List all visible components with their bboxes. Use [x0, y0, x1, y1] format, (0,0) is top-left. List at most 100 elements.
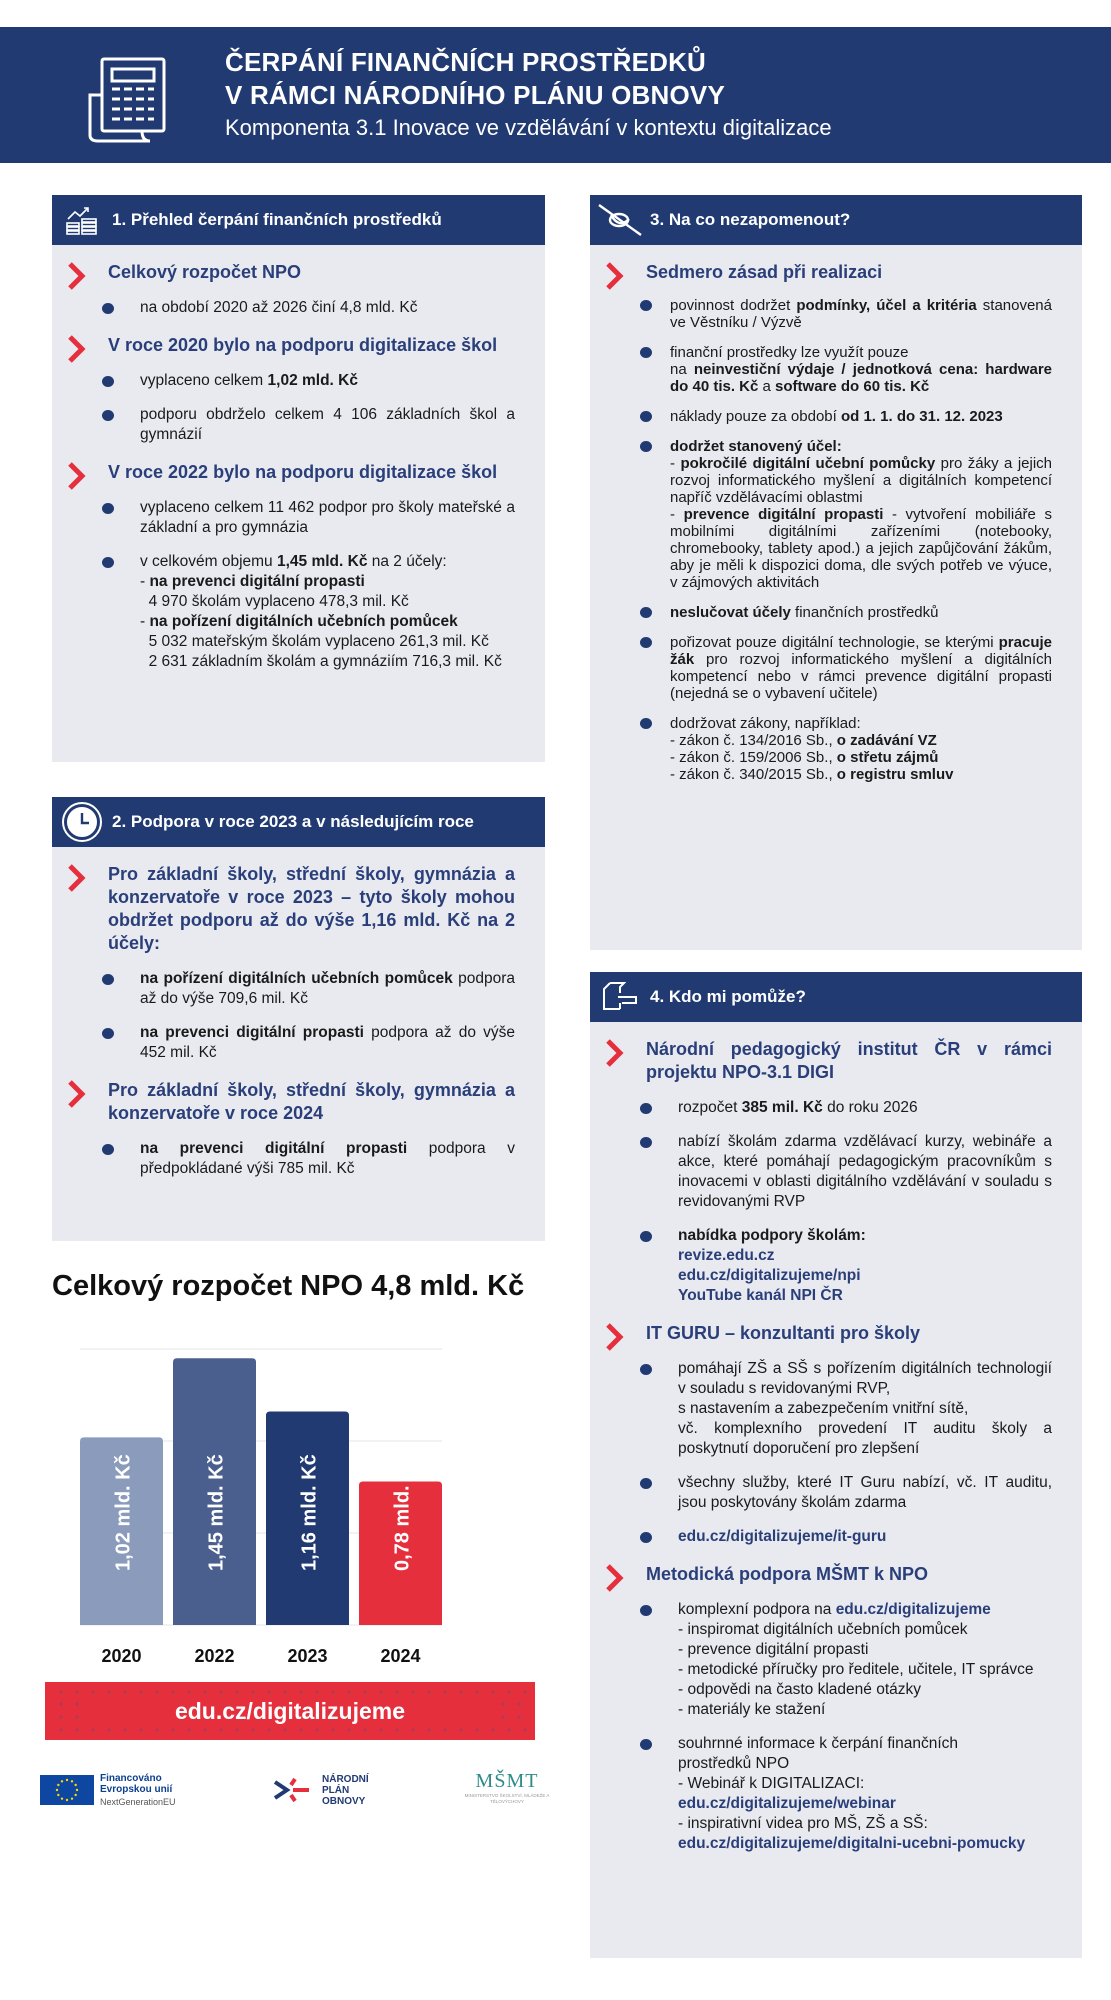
text: finanční prostředky lze využít pouze — [670, 344, 909, 361]
banner-link[interactable]: edu.cz/digitalizujeme — [174, 1697, 406, 1724]
text: v celkovém objemu — [140, 553, 277, 570]
text: na — [670, 361, 694, 378]
text: - zákon č. 134/2016 Sb., — [670, 732, 837, 749]
bullet-dot-icon — [640, 1532, 652, 1543]
bullet-dot-icon — [102, 503, 114, 514]
group-heading: IT GURU – konzultanti pro školy — [604, 1322, 1052, 1351]
text: - prevence digitální propasti — [678, 1641, 869, 1658]
text: všechny služby, které IT Guru nabízí, vč… — [678, 1474, 1052, 1511]
dot-pattern — [59, 1690, 527, 1732]
page-title-line2: V RÁMCI NÁRODNÍHO PLÁNU OBNOVY — [225, 80, 726, 110]
npo-star-icon — [273, 1777, 309, 1803]
group-heading: Národní pedagogický institut ČR v rámci … — [604, 1038, 1052, 1084]
bold-text: nabídka podpory školám: — [678, 1227, 866, 1244]
knot-icon — [590, 203, 650, 237]
bullet-item: rozpočet 385 mil. Kč do roku 2026 — [604, 1098, 1052, 1118]
msmt-text: MINISTERSTVO ŠKOLSTVÍ, MLÁDEŽE A TĚLOVÝC… — [464, 1793, 550, 1804]
text: pomáhají ZŠ a SŠ s pořízením digitálních… — [678, 1360, 1052, 1397]
bullet-item: dodržet stanovený účel: - pokročilé digit… — [604, 438, 1052, 591]
x-tick-label: 2023 — [287, 1646, 327, 1666]
msmt-logo: MŠMT MINISTERSTVO ŠKOLSTVÍ, MLÁDEŽE A TĚ… — [462, 1770, 552, 1805]
bold-text: na prevenci digitální propasti — [149, 573, 365, 590]
text: - — [140, 573, 150, 590]
bullet-item: na prevenci digitální propasti podpora v… — [66, 1139, 515, 1179]
chevron-right-icon — [68, 1080, 86, 1108]
text: prostředků NPO — [678, 1755, 790, 1772]
text: - materiály ke stažení — [678, 1701, 826, 1718]
group-heading-text: IT GURU – konzultanti pro školy — [646, 1323, 921, 1343]
eu-logo-line1: Financováno — [100, 1773, 162, 1784]
x-tick-label: 2024 — [380, 1646, 420, 1666]
section-body: Celkový rozpočet NPO na období 2020 až 20… — [52, 261, 545, 672]
section-body: Národní pedagogický institut ČR v rámci … — [590, 1038, 1082, 1854]
npo-logo-line3: OBNOVY — [322, 1796, 366, 1807]
group-heading-text: Pro základní školy, střední školy, gymná… — [108, 1080, 515, 1123]
bullet-dot-icon — [640, 1478, 652, 1489]
text: - zákon č. 340/2015 Sb., — [670, 766, 837, 783]
clock-icon — [52, 801, 112, 843]
eu-logo-line3: NextGenerationEU — [100, 1797, 176, 1807]
link[interactable]: edu.cz/digitalizujeme — [835, 1601, 991, 1618]
bold-text: 1,45 mld. Kč — [276, 553, 368, 570]
group-heading-text: Metodická podpora MŠMT k NPO — [646, 1564, 929, 1584]
bullet-dot-icon — [640, 1364, 652, 1375]
link[interactable]: revize.edu.cz — [678, 1247, 775, 1264]
bullet-dot-icon — [640, 1231, 652, 1242]
digitalizujeme-link-banner[interactable]: edu.cz/digitalizujeme — [45, 1682, 535, 1740]
text: 5 032 mateřským školám vyplaceno 261,3 m… — [140, 633, 489, 650]
money-growth-icon — [52, 205, 112, 235]
bar-value-label: 0,78 mld. Kč — [392, 1454, 414, 1571]
link[interactable]: YouTube kanál NPI ČR — [678, 1287, 843, 1304]
bullet-dot-icon — [640, 1137, 652, 1148]
bold-text: o registru smluv — [836, 766, 954, 783]
bold-text: dodržet stanovený účel: — [670, 438, 842, 455]
budget-bar-chart: 1,02 mld. Kč 2020 1,45 mld. Kč 2022 1,16 mld… — [80, 1348, 442, 1666]
npo-logo-line1: NÁRODNÍ — [322, 1774, 369, 1785]
text: finančních prostředků — [790, 604, 939, 621]
bold-text: na pořízení digitálních učebních pomůcek — [140, 970, 453, 987]
text: pořizovat pouze digitální technologie, s… — [670, 634, 999, 651]
bullet-item: na pořízení digitálních učebních pomůcek… — [66, 969, 515, 1009]
bullet-dot-icon — [640, 411, 652, 422]
x-tick-label: 2022 — [194, 1646, 234, 1666]
bullet-item: nabídka podpory školám: revize.edu.cz edu.… — [604, 1226, 1052, 1306]
bold-text: pokročilé digitální učební pomůcky — [680, 455, 936, 472]
bullet-item: finanční prostředky lze využít pouze na n… — [604, 344, 1052, 395]
document-hand-icon — [590, 981, 650, 1013]
bullet-item: komplexní podpora na edu.cz/digitalizuje… — [604, 1600, 1052, 1720]
link[interactable]: edu.cz/digitalizujeme/it-guru — [678, 1528, 887, 1545]
page-subtitle: Komponenta 3.1 Inovace ve vzdělávání v k… — [225, 115, 832, 140]
text: - inspiromat digitálních učebních pomůce… — [678, 1621, 968, 1638]
bullet-dot-icon — [102, 303, 114, 314]
text: 4 970 školám vyplaceno 478,3 mil. Kč — [140, 593, 409, 610]
bullet-dot-icon — [102, 376, 114, 387]
section-body: Sedmero zásad při realizaci povinnost dod… — [590, 261, 1082, 783]
bullet-item: vyplaceno celkem 1,02 mld. Kč — [66, 371, 515, 391]
page-header: ČERPÁNÍ FINANČNÍCH PROSTŘEDKŮ V RÁMCI NÁ… — [0, 27, 1111, 163]
bullet-item: všechny služby, které IT Guru nabízí, vč… — [604, 1473, 1052, 1513]
link[interactable]: edu.cz/digitalizujeme/digitalni-ucebni-p… — [678, 1835, 1026, 1852]
bold-text: neslučovat účely — [670, 604, 791, 621]
bullet-item: podporu obdrželo celkem 4 106 základních… — [66, 405, 515, 445]
chevron-right-icon — [68, 335, 86, 363]
text: vyplaceno celkem — [140, 372, 268, 389]
bullet-item: v celkovém objemu 1,45 mld. Kč na 2 účel… — [66, 552, 515, 672]
link[interactable]: edu.cz/digitalizujeme/webinar — [678, 1795, 896, 1812]
section-body: Pro základní školy, střední školy, gymná… — [52, 863, 545, 1179]
text: - — [670, 506, 684, 523]
text: - metodické příručky pro ředitele, učite… — [678, 1661, 1034, 1678]
group-heading-text: V roce 2020 bylo na podporu digitalizace… — [108, 335, 498, 355]
section-dont-forget: 3. Na co nezapomenout? Sedmero zásad při … — [590, 195, 1082, 950]
text: pro žáky a jejich rozvoj informatického … — [670, 455, 1052, 506]
bold-text: 1,02 mld. Kč — [267, 372, 358, 389]
group-heading-text: Pro základní školy, střední školy, gymná… — [108, 864, 515, 953]
group-heading: Pro základní školy, střední školy, gymná… — [66, 863, 515, 955]
bullet-dot-icon — [102, 1144, 114, 1155]
group-heading: V roce 2020 bylo na podporu digitalizace… — [66, 334, 515, 363]
section-header: 4. Kdo mi pomůže? — [590, 972, 1082, 1022]
link[interactable]: edu.cz/digitalizujeme/npi — [678, 1267, 861, 1284]
bullet-item: neslučovat účely finančních prostředků — [604, 604, 1052, 621]
text: podpora v předpokládané výši 785 mil. Kč — [140, 1140, 516, 1177]
bar-2022 — [173, 1358, 256, 1625]
bold-text: na prevenci digitální propasti — [140, 1024, 364, 1041]
